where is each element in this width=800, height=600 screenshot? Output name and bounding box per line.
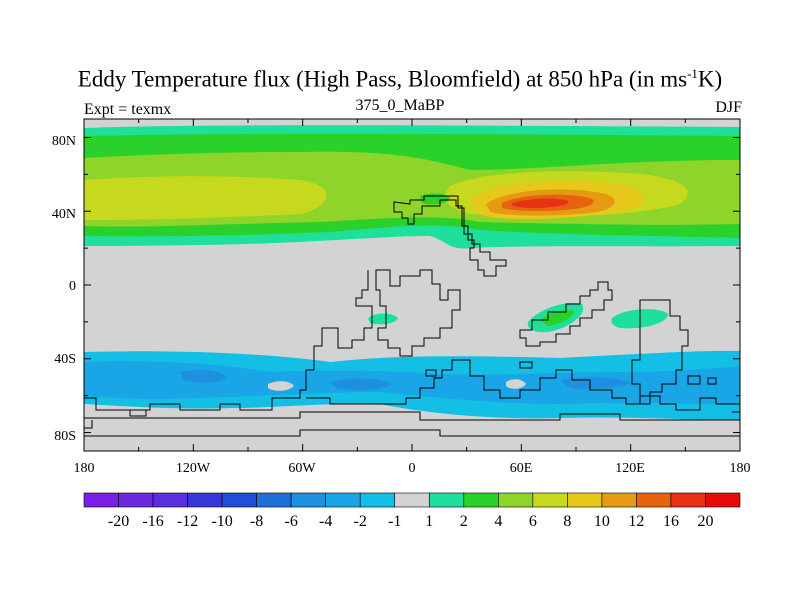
colorbar-label: 1 xyxy=(425,513,433,530)
colorbar-label: 16 xyxy=(663,513,679,530)
y-tick-label: 0 xyxy=(69,279,76,294)
colorbar-swatch xyxy=(428,492,465,508)
season-label: DJF xyxy=(715,99,742,116)
x-tick-label: 180 xyxy=(74,461,95,476)
sh-band-minus2to4 xyxy=(84,361,740,404)
colorbar-label: 20 xyxy=(697,513,713,530)
colorbar-label: 6 xyxy=(529,513,537,530)
axis-ticks xyxy=(83,119,741,451)
colorbar-swatch xyxy=(567,492,603,508)
colorbar-swatch xyxy=(498,492,534,508)
nh-band-6to8-west xyxy=(84,176,327,220)
colorbar-label: -16 xyxy=(142,513,163,530)
colorbar-label: -10 xyxy=(211,513,232,530)
y-axis-labels: 80N 40N 0 40S 80S xyxy=(52,134,76,444)
colorbar-label: -12 xyxy=(177,513,198,530)
map-field xyxy=(84,119,740,451)
sh-band-minus4to6-west xyxy=(180,370,226,383)
colorbar-label: -4 xyxy=(319,513,332,530)
coastline-northern-continent xyxy=(393,195,507,277)
x-tick-label: 0 xyxy=(409,461,416,476)
colorbar-swatch xyxy=(636,492,672,508)
colorbar-swatch xyxy=(601,492,637,508)
colorbar-swatch xyxy=(221,492,257,508)
colorbar-swatch xyxy=(359,492,396,508)
coastline-antarctic xyxy=(84,411,740,437)
x-tick-label: 120E xyxy=(615,461,645,476)
colorbar-swatch xyxy=(83,492,119,508)
colorbar-label: -20 xyxy=(108,513,129,530)
x-tick-label: 180 xyxy=(730,461,751,476)
colorbar-swatch xyxy=(325,492,361,508)
southern-storm-track xyxy=(84,350,740,420)
coastlines xyxy=(84,195,740,437)
colorbar-swatch xyxy=(532,492,568,508)
colorbar-swatch xyxy=(290,492,326,508)
coastline-small-islands xyxy=(129,361,717,417)
colorbar-label: -1 xyxy=(388,513,401,530)
colorbar-label: -6 xyxy=(284,513,297,530)
colorbar-swatch xyxy=(394,492,430,508)
colorbar-swatch xyxy=(705,492,741,508)
period-label: 375_0_MaBP xyxy=(355,97,445,114)
sh-gap-indian xyxy=(506,379,526,389)
colorbar-label: 10 xyxy=(594,513,610,530)
sh-gap-atlantic xyxy=(268,381,294,391)
northern-storm-track xyxy=(84,125,740,249)
colorbar-label: 2 xyxy=(460,513,468,530)
coastline-southern-continent xyxy=(84,269,740,411)
coastline-pacific-continent xyxy=(631,299,689,405)
colorbar-label: 12 xyxy=(628,513,644,530)
colorbar-label: -2 xyxy=(354,513,367,530)
x-tick-label: 60E xyxy=(510,461,533,476)
colorbar-swatch xyxy=(670,492,706,508)
x-axis-labels: 180 120W 60W 0 60E 120E 180 xyxy=(74,461,751,476)
title-tail: K) xyxy=(697,66,723,92)
title-main: Eddy Temperature flux (High Pass, Bloomf… xyxy=(77,66,688,92)
x-tick-label: 120W xyxy=(176,461,211,476)
y-tick-label: 80S xyxy=(54,429,76,444)
y-tick-label: 40S xyxy=(54,352,76,367)
colorbar-swatch xyxy=(152,492,188,508)
y-tick-label: 80N xyxy=(52,134,76,149)
colorbar-label: 8 xyxy=(563,513,571,530)
x-tick-label: 60W xyxy=(288,461,316,476)
colorbar: -20 -16 -12 -10 -8 -6 -4 -2 -1 1 2 4 6 8 10 12 16 20 xyxy=(83,492,741,530)
tropical-patch-atlantic xyxy=(368,313,398,325)
colorbar-label: -8 xyxy=(250,513,263,530)
colorbar-label: 4 xyxy=(494,513,502,530)
colorbar-swatch xyxy=(118,492,154,508)
colorbar-swatch xyxy=(187,492,223,508)
coastline-east-continent xyxy=(519,281,613,347)
sh-band-minus4to6-central xyxy=(330,378,392,391)
experiment-label: Expt = texmx xyxy=(84,101,172,118)
map-title: Eddy Temperature flux (High Pass, Bloomf… xyxy=(0,66,800,93)
colorbar-swatch xyxy=(256,492,292,508)
title-superscript: -1 xyxy=(687,66,698,81)
tropical-patch-indian-west-core xyxy=(540,310,574,326)
nh-core-16to20 xyxy=(512,198,569,208)
colorbar-swatch xyxy=(463,492,499,508)
y-tick-label: 40N xyxy=(52,207,76,222)
